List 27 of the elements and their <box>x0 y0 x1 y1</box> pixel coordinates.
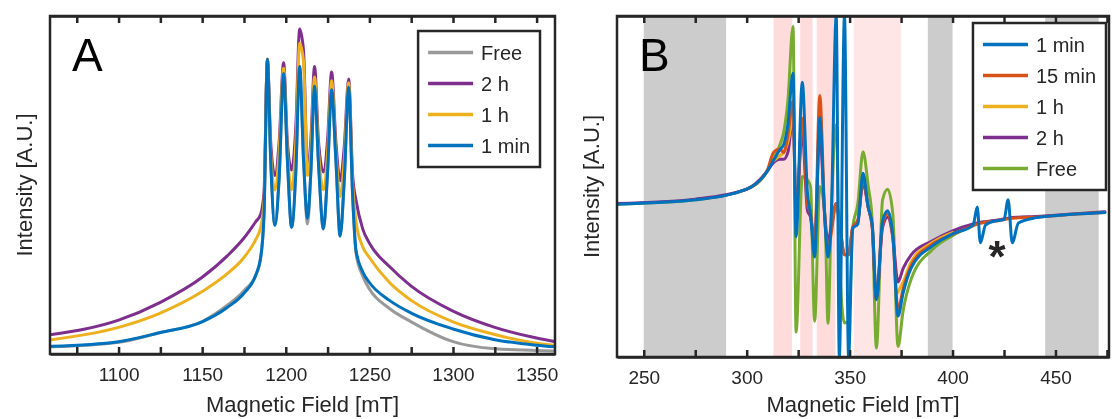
x-tick-label: 1200 <box>265 364 308 386</box>
legend-label: Free <box>1035 157 1078 180</box>
x-tick-label: 1350 <box>515 364 559 386</box>
x-axis-title: Magnetic Field [mT] <box>766 392 960 417</box>
x-tick-label: 1250 <box>348 364 392 386</box>
y-axis-title: Intensity [A.U.] <box>12 113 37 257</box>
chart-title: A <box>72 29 103 81</box>
x-axis-title: Magnetic Field [mT] <box>205 392 400 417</box>
x-tick-label: 400 <box>937 367 969 389</box>
x-tick-label: 1100 <box>98 364 140 386</box>
legend-label: Free <box>481 41 523 64</box>
legend-label: 1 h <box>1035 95 1064 118</box>
x-tick-label: 250 <box>628 367 661 389</box>
legend-label: 1 min <box>481 134 530 157</box>
x-tick-label: 1150 <box>182 364 224 386</box>
legend-label: 15 min <box>1035 64 1096 87</box>
x-tick-label: 450 <box>1040 367 1072 389</box>
x-tick-label: 300 <box>731 367 764 389</box>
legend-label: 1 min <box>1035 33 1085 56</box>
annotation: * <box>988 232 1007 281</box>
legend-label: 2 h <box>481 72 509 95</box>
x-tick-label: 350 <box>834 367 866 389</box>
y-axis-title: Intensity [A.U.] <box>579 114 604 259</box>
legend-label: 1 h <box>481 103 509 126</box>
legend-label: 2 h <box>1035 126 1064 149</box>
chart-title: B <box>639 29 670 81</box>
x-tick-label: 1300 <box>432 364 475 386</box>
